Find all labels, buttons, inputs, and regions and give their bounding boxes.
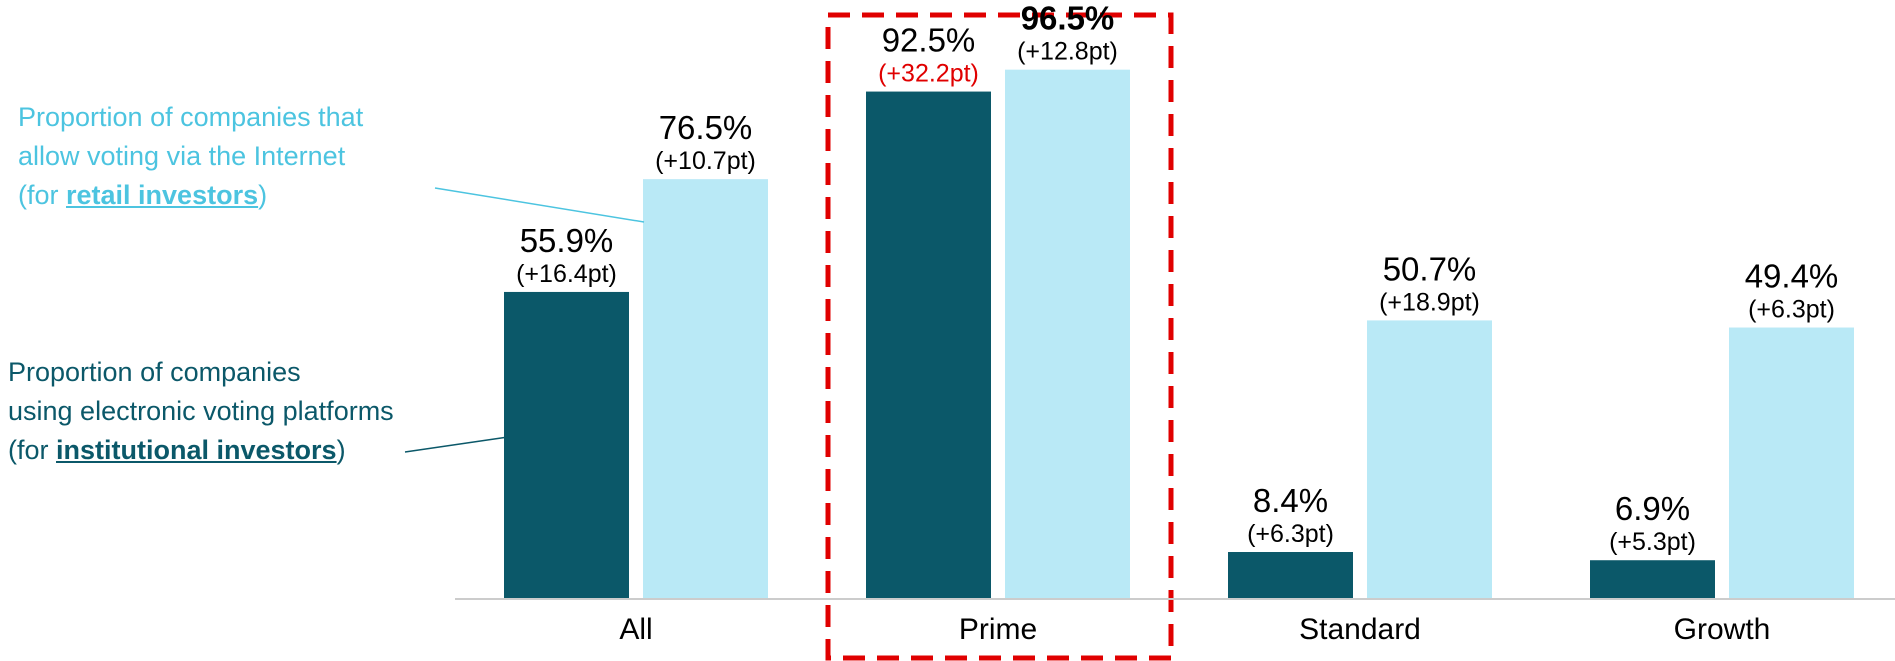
value-label-institutional-standard: 8.4% (1253, 482, 1328, 519)
change-label-retail-all: (+10.7pt) (655, 147, 756, 175)
leader-line-institutional (404, 436, 509, 453)
leader-line-retail (434, 187, 645, 223)
legend-institutional-line2: using electronic voting platforms (8, 396, 394, 426)
change-label-institutional-all: (+16.4pt) (516, 260, 617, 288)
legend-retail-line2: allow voting via the Internet (18, 141, 346, 171)
value-label-retail-all: 76.5% (659, 109, 753, 146)
change-label-institutional-standard: (+6.3pt) (1247, 520, 1334, 548)
category-label-prime: Prime (959, 613, 1037, 646)
legend-institutional-emphasis: institutional investors (56, 435, 337, 465)
category-label-growth: Growth (1674, 613, 1771, 646)
value-label-institutional-prime: 92.5% (882, 22, 976, 59)
legend-institutional-line1: Proportion of companies (8, 357, 301, 387)
value-label-retail-standard: 50.7% (1383, 250, 1477, 287)
category-label-standard: Standard (1299, 613, 1421, 646)
category-label-all: All (619, 613, 652, 646)
legend-retail-emphasis: retail investors (66, 180, 259, 210)
bar-retail-prime (1005, 69, 1130, 599)
change-label-institutional-growth: (+5.3pt) (1609, 528, 1696, 556)
bar-retail-standard (1367, 320, 1492, 598)
bar-institutional-growth (1590, 560, 1715, 598)
change-label-retail-standard: (+18.9pt) (1379, 288, 1480, 316)
legend-institutional: Proportion of companies using electronic… (8, 353, 394, 470)
legend-retail-line1: Proportion of companies that (18, 102, 364, 132)
legend-retail-line3: (for retail investors) (18, 180, 268, 210)
change-label-institutional-prime: (+32.2pt) (878, 60, 979, 88)
bar-institutional-all (504, 291, 629, 598)
legend-retail: Proportion of companies that allow votin… (18, 98, 363, 215)
bar-institutional-standard (1228, 552, 1353, 598)
value-label-retail-growth: 49.4% (1745, 258, 1839, 295)
bar-institutional-prime (866, 91, 991, 598)
value-label-retail-prime: 96.5% (1021, 0, 1115, 37)
change-label-retail-prime: (+12.8pt) (1017, 38, 1118, 66)
value-label-institutional-all: 55.9% (520, 222, 614, 259)
change-label-retail-growth: (+6.3pt) (1748, 296, 1835, 324)
bar-retail-all (643, 179, 768, 598)
bar-retail-growth (1729, 327, 1854, 598)
highlight-box-prime (825, 12, 1174, 661)
value-label-institutional-growth: 6.9% (1615, 490, 1690, 527)
legend-institutional-line3: (for institutional investors) (8, 435, 346, 465)
